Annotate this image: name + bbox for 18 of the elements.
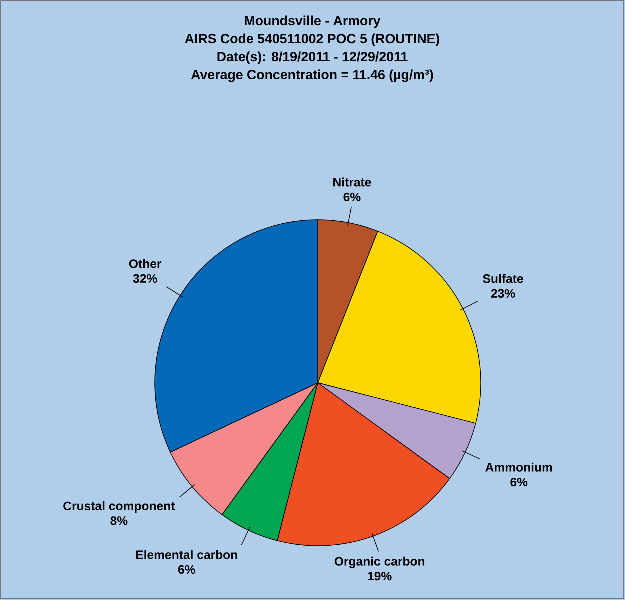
chart-subtitle: AIRS Code 540511002 POC 5 (ROUTINE) [185,34,440,46]
data-label: 19% [368,572,392,581]
data-label: 23% [491,289,516,298]
slice-label: Crustal component [64,501,176,513]
slice-label: Other [129,259,162,268]
chart-title: Moundsville - Armory [245,16,381,28]
text: Date(s): 8/19/2011 - 12/29/2011 [218,52,408,64]
slice-label: Elemental carbon [136,550,238,560]
slice-label: Sulfate [483,274,524,284]
data-label: 32% [133,274,158,284]
slice-label: Ammonium [486,462,552,472]
data-label: 6% [344,192,361,202]
data-label: 6% [510,478,528,487]
slice-label: Organic carbon [334,556,425,568]
text: Average Concentration = 11.46 (µg/m³) [191,70,434,82]
slice-label: Nitrate [334,178,372,187]
data-label: 6% [178,565,196,574]
data-label: 8% [110,516,128,526]
